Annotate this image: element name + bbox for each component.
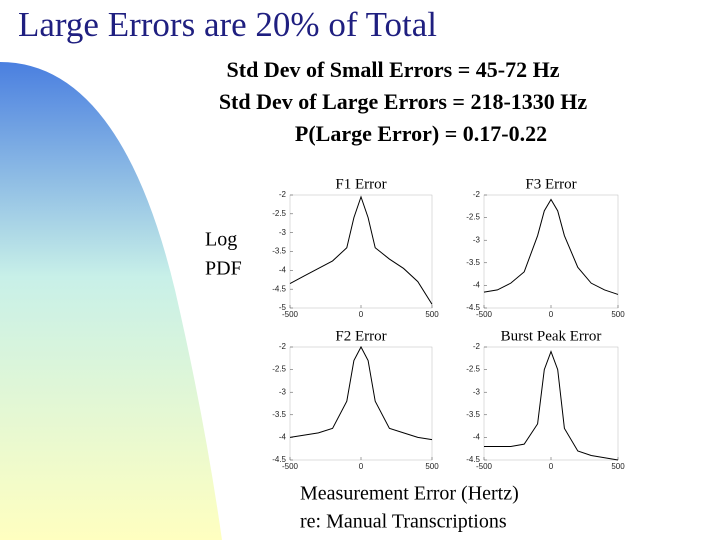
curve — [289, 345, 433, 441]
y-tick-label: -4.5 — [466, 303, 480, 312]
curve — [289, 195, 433, 305]
slide-title: Large Errors are 20% of Total — [18, 5, 437, 44]
chart-title: F3 Error — [525, 176, 576, 192]
x-label: Measurement Error (Hertz) — [300, 483, 519, 505]
chart-title: Burst Peak Error — [501, 328, 602, 344]
plot-frame — [483, 346, 619, 461]
y-tick-label: -2 — [279, 342, 287, 351]
y-tick-label: -4 — [473, 281, 481, 290]
x-tick-label: 500 — [611, 462, 625, 471]
x-tick-label: 0 — [549, 462, 554, 471]
x-label: re: Manual Transcriptions — [300, 511, 507, 533]
y-tick-label: -4.5 — [466, 455, 480, 464]
y-tick-label: -2 — [473, 190, 481, 199]
chart-title: F2 Error — [335, 328, 386, 344]
y-tick-label: -3.5 — [272, 410, 286, 419]
y-tick-label: -4 — [279, 433, 287, 442]
y-tick-label: -2.5 — [272, 365, 286, 374]
y-tick-label: -3 — [279, 387, 287, 396]
y-tick-label: -4 — [279, 265, 287, 274]
y-tick-label: -3.5 — [466, 410, 480, 419]
y-tick-label: -3.5 — [466, 258, 480, 267]
y-tick-label: -2 — [279, 190, 287, 199]
x-tick-label: -500 — [476, 462, 493, 471]
y-label: PDF — [205, 258, 242, 280]
y-tick-label: -4 — [473, 433, 481, 442]
y-tick-label: -2.5 — [272, 209, 286, 218]
text-line: P(Large Error) = 0.17-0.22 — [295, 121, 547, 146]
y-tick-label: -3 — [473, 235, 481, 244]
y-label: Log — [205, 229, 237, 251]
decoration — [0, 62, 222, 540]
curve — [484, 350, 619, 461]
plot-frame — [483, 194, 619, 309]
plot-frame — [289, 194, 433, 309]
x-tick-label: -500 — [476, 310, 493, 319]
plot-frame — [289, 346, 433, 461]
y-tick-label: -3 — [473, 387, 481, 396]
curve — [483, 198, 619, 295]
x-tick-label: -500 — [282, 462, 299, 471]
x-tick-label: 0 — [359, 462, 364, 471]
y-tick-label: -2 — [473, 342, 481, 351]
y-tick-label: -2.5 — [466, 213, 480, 222]
text-line: Std Dev of Large Errors = 218-1330 Hz — [219, 89, 588, 114]
y-tick-label: -4.5 — [272, 284, 286, 293]
x-tick-label: 500 — [611, 310, 625, 319]
x-tick-label: 500 — [425, 462, 439, 471]
y-tick-label: -5 — [279, 303, 287, 312]
y-tick-label: -3 — [279, 228, 287, 237]
x-tick-label: 0 — [549, 310, 554, 319]
text-line: Std Dev of Small Errors = 45-72 Hz — [227, 57, 560, 82]
chart-title: F1 Error — [335, 176, 386, 192]
y-tick-label: -2.5 — [466, 365, 480, 374]
x-tick-label: 0 — [359, 310, 364, 319]
x-tick-label: -500 — [282, 310, 299, 319]
x-tick-label: 500 — [425, 310, 439, 319]
y-tick-label: -3.5 — [272, 247, 286, 256]
y-tick-label: -4.5 — [272, 455, 286, 464]
